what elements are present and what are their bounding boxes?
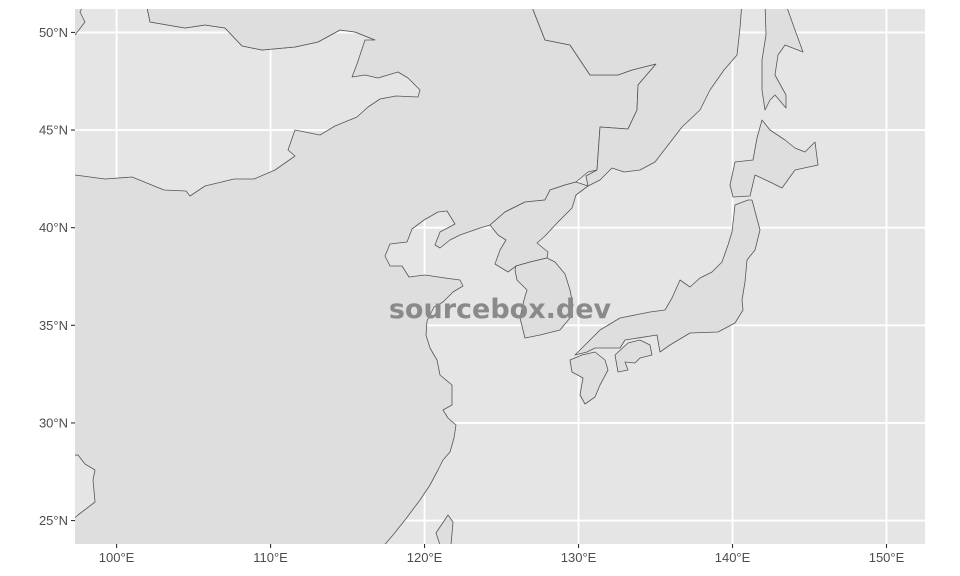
- y-tick-label: 45°N: [39, 123, 68, 138]
- land-hokkaido: [729, 119, 819, 198]
- y-tick-label: 40°N: [39, 220, 68, 235]
- x-axis-ticks: [116, 544, 888, 548]
- axis-ticks: [71, 31, 888, 548]
- land-mongolia: [75, 9, 86, 36]
- y-tick-label: 50°N: [39, 25, 68, 40]
- x-tick-label: 130°E: [561, 550, 597, 565]
- axis-labels: 100°E 110°E 120°E 130°E 140°E 150°E 25°N 30°N 3…: [39, 25, 905, 565]
- x-tick-label: 120°E: [407, 550, 443, 565]
- x-tick-label: 140°E: [715, 550, 751, 565]
- y-tick-label: 25°N: [39, 513, 68, 528]
- y-axis-ticks: [71, 31, 75, 522]
- x-axis-labels: 100°E 110°E 120°E 130°E 140°E 150°E: [99, 550, 905, 565]
- land-layer: [75, 9, 819, 544]
- land-honshu: [574, 199, 761, 356]
- land-kyushu: [569, 351, 609, 405]
- land-taiwan: [435, 514, 454, 544]
- x-tick-label: 110°E: [253, 550, 288, 565]
- land-north-korea: [489, 181, 589, 273]
- land-sakhalin: [761, 9, 804, 111]
- land-shikoku: [614, 339, 653, 373]
- land-south-korea: [514, 257, 574, 339]
- y-tick-label: 35°N: [39, 318, 68, 333]
- y-axis-labels: 25°N 30°N 35°N 40°N 45°N 50°N: [39, 25, 68, 528]
- y-tick-label: 30°N: [39, 415, 68, 430]
- x-tick-label: 150°E: [869, 550, 905, 565]
- watermark: sourcebox.dev: [389, 294, 612, 325]
- x-tick-label: 100°E: [99, 550, 135, 565]
